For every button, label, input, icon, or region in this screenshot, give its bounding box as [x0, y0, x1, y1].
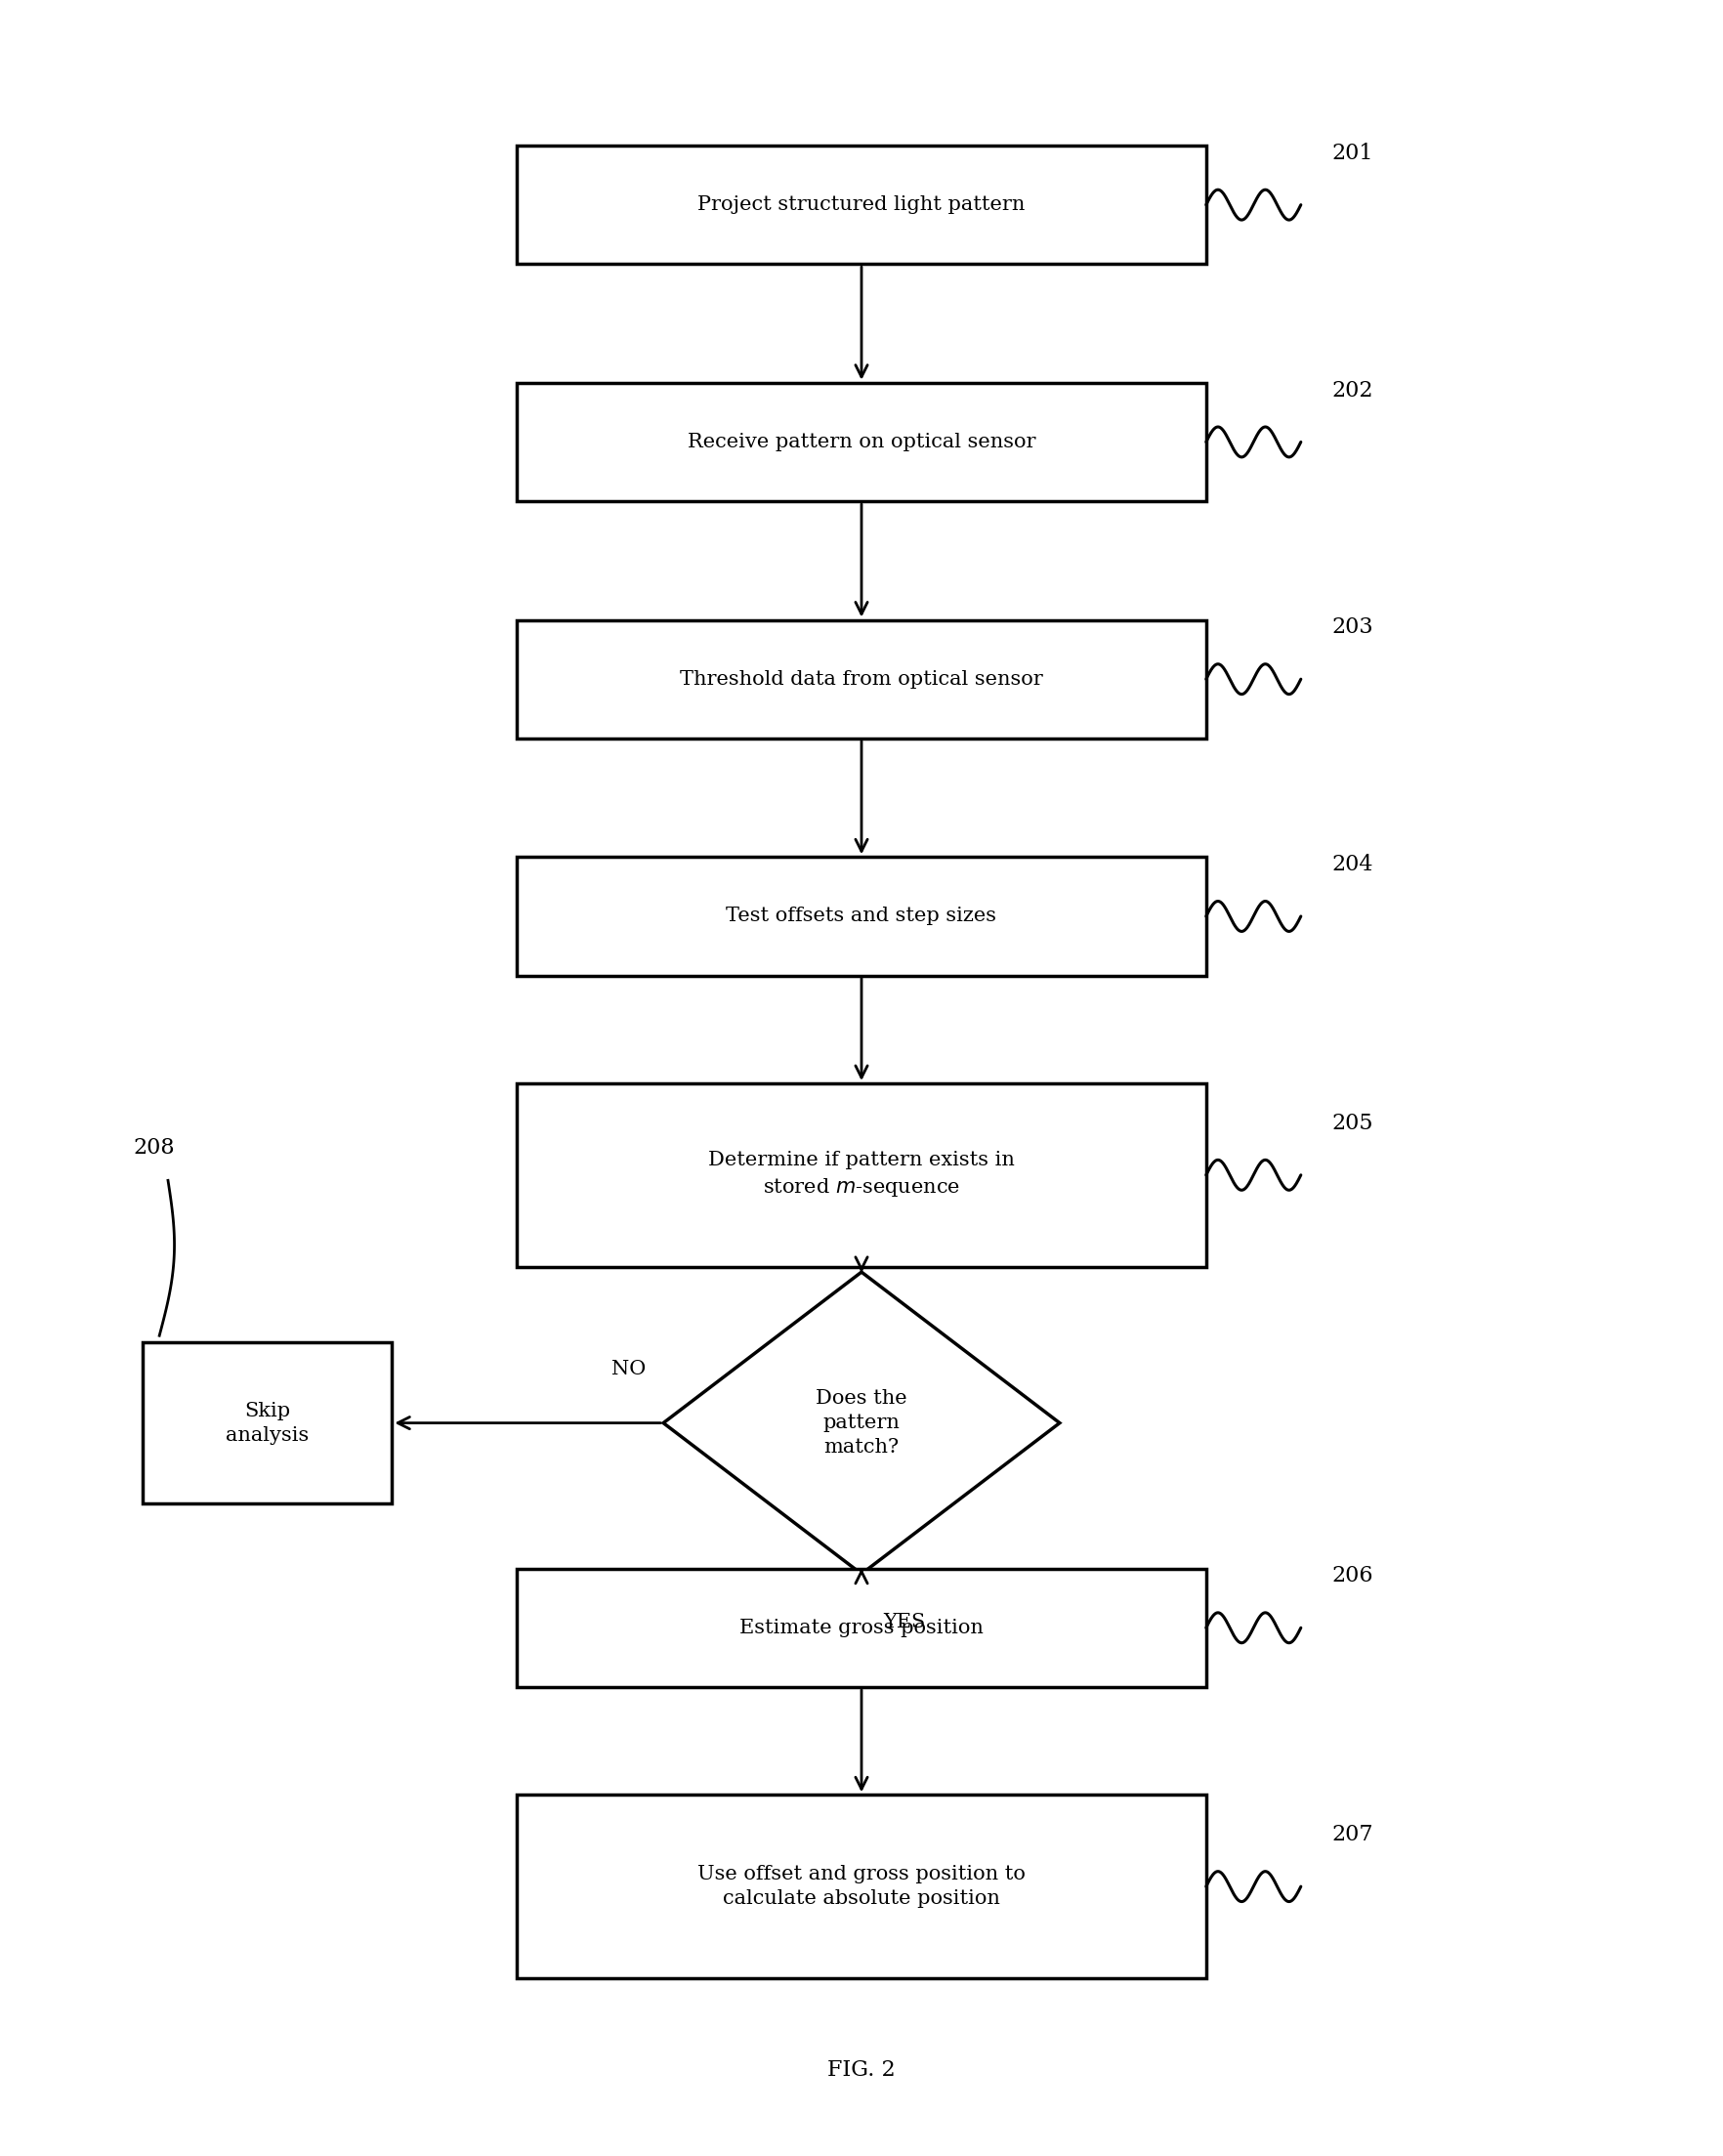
Text: Use offset and gross position to
calculate absolute position: Use offset and gross position to calcula… [698, 1865, 1025, 1908]
FancyBboxPatch shape [141, 1341, 391, 1505]
Text: 208: 208 [134, 1138, 176, 1160]
Text: NO: NO [612, 1360, 646, 1378]
Text: 204: 204 [1332, 854, 1373, 875]
Text: Test offsets and step sizes: Test offsets and step sizes [725, 908, 998, 925]
Text: FIG. 2: FIG. 2 [827, 2059, 896, 2081]
Text: YES: YES [884, 1613, 925, 1632]
FancyBboxPatch shape [517, 1084, 1206, 1268]
Text: Receive pattern on optical sensor: Receive pattern on optical sensor [687, 433, 1036, 451]
Text: 201: 201 [1332, 142, 1373, 164]
Text: 206: 206 [1332, 1565, 1373, 1587]
Text: 205: 205 [1332, 1112, 1373, 1134]
Polygon shape [663, 1272, 1060, 1574]
FancyBboxPatch shape [517, 858, 1206, 977]
Text: Determine if pattern exists in
stored $m$-sequence: Determine if pattern exists in stored $m… [708, 1151, 1015, 1199]
FancyBboxPatch shape [517, 621, 1206, 737]
Text: Project structured light pattern: Project structured light pattern [698, 196, 1025, 213]
FancyBboxPatch shape [517, 147, 1206, 265]
Text: Threshold data from optical sensor: Threshold data from optical sensor [681, 671, 1042, 688]
Text: Estimate gross position: Estimate gross position [739, 1619, 984, 1636]
Text: 203: 203 [1332, 617, 1373, 638]
Text: 202: 202 [1332, 379, 1373, 401]
FancyBboxPatch shape [517, 1570, 1206, 1686]
FancyBboxPatch shape [517, 1794, 1206, 1979]
Text: Does the
pattern
match?: Does the pattern match? [815, 1388, 908, 1457]
Text: 207: 207 [1332, 1824, 1373, 1846]
Text: Skip
analysis: Skip analysis [226, 1401, 308, 1445]
FancyBboxPatch shape [517, 384, 1206, 502]
